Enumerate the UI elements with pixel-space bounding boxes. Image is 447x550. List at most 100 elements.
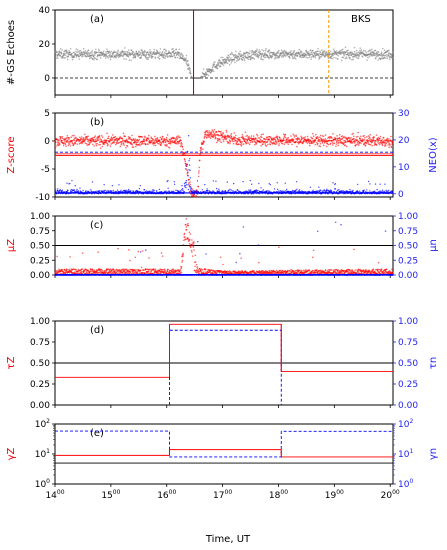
data-point [181,143,183,145]
data-point [68,50,70,52]
data-point [271,55,274,57]
data-point [344,46,347,49]
data-point [106,55,109,58]
data-point [247,54,249,56]
data-point [90,270,92,273]
data-point [221,56,224,59]
data-point [381,47,384,50]
data-point [164,57,166,59]
data-point [142,51,144,54]
data-point [141,250,144,252]
data-point [392,140,394,143]
data-point [80,270,83,273]
data-point [229,53,232,55]
data-point [105,139,108,142]
data-point [181,261,183,263]
data-point [129,259,131,262]
data-point [387,144,389,146]
data-point [259,50,261,53]
panel-frame [54,112,394,198]
data-point [206,188,208,190]
panel-label: (a) [90,14,104,25]
data-point [253,58,256,60]
data-point [66,134,69,137]
data-point [246,142,248,144]
data-point [357,57,360,59]
data-point [332,144,334,146]
data-point [240,53,243,56]
data-point [89,52,92,55]
data-point [156,50,159,53]
data-point [106,132,108,135]
data-point [98,272,100,274]
data-point [224,62,227,64]
data-point [187,224,190,227]
data-point [166,143,168,146]
data-point [95,48,97,51]
data-point [381,56,383,58]
data-point [247,142,250,144]
data-point [371,144,374,147]
data-point [144,136,146,139]
data-point [180,52,183,55]
data-point [341,135,344,137]
data-point [71,179,73,182]
data-point [375,140,377,142]
y-right-tick-label: 0.25 [398,256,418,266]
data-point [250,189,252,191]
data-point [333,142,335,145]
data-point [306,135,309,138]
data-point [336,189,339,192]
data-point [363,191,365,193]
data-point [332,182,334,184]
data-point [269,143,272,146]
data-point [384,183,386,185]
data-point [94,57,97,60]
data-point [124,135,126,138]
data-point [174,56,177,59]
data-point [262,133,264,135]
data-point [87,135,89,138]
data-point [188,164,191,166]
data-point [296,145,298,148]
data-point [191,251,193,253]
data-point [217,137,219,140]
data-point [353,50,356,53]
data-point [101,269,103,271]
data-point [91,181,94,183]
data-point [231,51,233,54]
data-point [355,49,358,52]
data-point [165,190,167,192]
data-point [274,58,276,60]
data-point [149,268,151,271]
data-point [61,135,64,138]
data-point [112,189,114,192]
data-point [336,53,338,56]
data-point [227,141,230,143]
data-point [284,182,286,184]
data-point [145,268,147,271]
data-point [145,143,147,145]
data-point [268,53,271,55]
data-point [189,68,191,70]
data-point [246,134,249,137]
data-point [279,54,282,57]
data-point [218,138,221,141]
data-point [75,269,78,271]
data-point [88,142,91,145]
data-point [199,152,202,155]
data-point [222,133,225,135]
data-point [123,50,125,53]
data-point [156,137,159,139]
data-point [109,58,112,61]
data-point [293,49,296,52]
data-point [312,55,315,58]
data-point [284,50,287,53]
data-point [81,268,84,270]
data-point [141,49,143,51]
data-point [390,53,393,56]
data-point [114,135,117,138]
data-point [185,62,187,64]
data-point [102,53,104,56]
data-point [182,189,184,192]
